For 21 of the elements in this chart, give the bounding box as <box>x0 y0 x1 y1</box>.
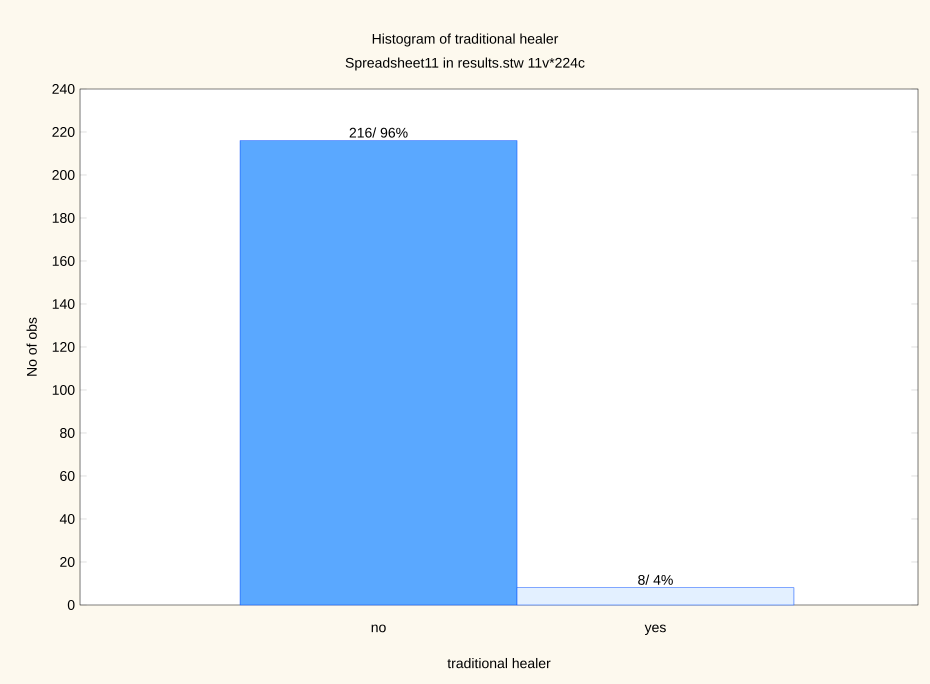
chart-subtitle: Spreadsheet11 in results.stw 11v*224c <box>346 57 585 71</box>
chart-title: Histogram of traditional healer <box>372 33 558 47</box>
y-tick-label: 80 <box>60 428 75 438</box>
y-tick-label: 240 <box>52 84 75 94</box>
y-tick-label: 60 <box>60 471 75 481</box>
y-axis-title: No of obs <box>26 318 37 376</box>
x-tick-label: no <box>372 624 386 632</box>
y-tick-label: 180 <box>52 213 75 223</box>
y-tick-label: 120 <box>52 342 75 352</box>
y-tick-label: 100 <box>52 385 75 395</box>
data-label: 8/ 4% <box>638 574 673 585</box>
y-tick-label: 200 <box>52 170 75 180</box>
y-tick-label: 0 <box>68 600 75 610</box>
y-tick-label: 140 <box>52 299 75 309</box>
y-tick-label: 40 <box>60 514 75 524</box>
y-tick-label: 20 <box>60 557 75 567</box>
x-tick-label: yes <box>644 624 666 636</box>
x-axis-title: traditional healer <box>447 658 550 668</box>
y-tick-label: 220 <box>52 127 75 137</box>
data-label: 216/ 96% <box>350 127 408 138</box>
y-tick-label: 160 <box>52 256 75 266</box>
